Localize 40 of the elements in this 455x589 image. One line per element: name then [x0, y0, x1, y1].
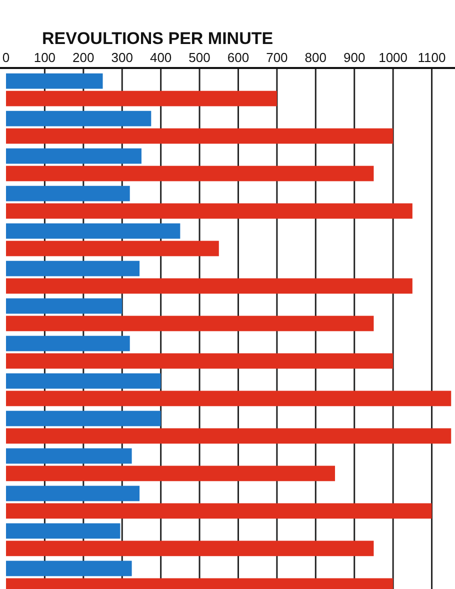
bar: [6, 486, 140, 502]
bar: [6, 90, 277, 106]
bar: [6, 203, 412, 219]
x-tick-label: 600: [227, 50, 250, 65]
x-tick-label: 0: [2, 50, 10, 65]
bar: [6, 298, 122, 314]
bar: [6, 223, 180, 239]
x-tick-label: 700: [266, 50, 288, 65]
bar: [6, 466, 336, 482]
chart-title: REVOULTIONS PER MINUTE: [42, 29, 274, 48]
bar: [6, 278, 412, 294]
bar: [6, 523, 120, 539]
bar: [6, 410, 161, 426]
bar: [6, 503, 432, 519]
bar: [6, 260, 140, 276]
x-tick-label: 200: [72, 50, 94, 65]
x-tick-label: 300: [111, 50, 133, 65]
bar: [6, 186, 130, 202]
bar: [6, 390, 452, 406]
x-tick-label: 500: [188, 50, 210, 65]
bar: [6, 448, 132, 464]
bar: [6, 240, 219, 256]
bar: [6, 336, 130, 352]
bar: [6, 316, 374, 332]
bar: [6, 73, 103, 89]
bar: [6, 540, 374, 556]
x-tick-label: 1100: [418, 50, 446, 65]
bar: [6, 373, 161, 389]
bar: [6, 110, 152, 126]
x-tick-label: 900: [344, 50, 366, 65]
x-tick-label: 100: [34, 50, 56, 65]
bar: [6, 148, 142, 164]
bar: [6, 428, 452, 444]
x-tick-label: 400: [150, 50, 172, 65]
x-tick-label: 1000: [378, 50, 408, 65]
bar: [6, 353, 394, 369]
bar: [6, 166, 374, 182]
bar: [6, 560, 132, 576]
bar: [6, 128, 394, 144]
x-tick-label: 800: [304, 50, 327, 65]
